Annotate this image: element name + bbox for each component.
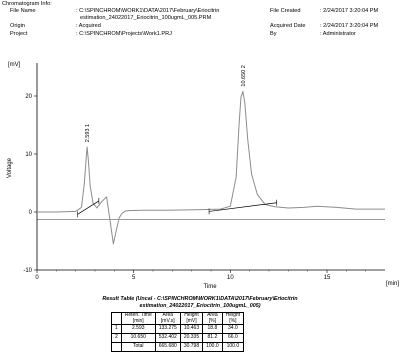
x-axis-title: Time [203,284,217,290]
result-table-title: Result Table (Uncal - C:\SPINCHROM\WORK1… [0,296,400,310]
peak-label-layer: 2.593 1 10.650 2 [85,65,247,142]
y-axis-title: Voltage [7,157,13,178]
table-cell: 10.463 [179,324,204,334]
table-cell [111,342,122,352]
table-cell: 34.0 [221,324,245,334]
x-tick-group: 0 5 10 15 [35,270,366,281]
table-cell: 2.593 [120,324,156,334]
x-tick-label: 15 [324,275,331,281]
by-value: : Administrator [320,31,356,37]
by-label: By [270,31,277,37]
x-tick-label: 0 [35,275,39,281]
header-cell: Reten. Time [min] [120,312,156,325]
table-row: 1 2.593 133.275 10.463 18.8 34.0 [111,324,245,334]
result-table: Reten. Time [min] Area [mV.s] Height [mV… [111,312,245,352]
x-tick-label: 10 [227,275,234,281]
table-row: 2 10.650 532.402 20.335 81.2 66.0 [111,333,245,343]
header-cell: Height [mV] [179,312,204,325]
table-cell: 66.0 [221,333,245,343]
table-cell: 1 [111,324,122,334]
peak-label: 2.593 1 [85,124,91,142]
peak-baseline [77,200,100,215]
header-cell: Height [%] [221,312,245,325]
table-row-total: Total 665.680 30.798 100.0 100.0 [111,342,245,352]
acquired-date-label: Acquired Date [270,23,306,29]
header-cell: Area [mV.s] [154,312,181,325]
table-cell: 100.0 [221,342,245,352]
series-layer [37,90,385,245]
table-cell: 18.8 [202,324,223,334]
file-name-label: File Name [10,8,36,14]
project-value: : C:\SPINCHROM\Projects\Work1.PRJ [76,31,172,37]
table-cell: 532.402 [154,333,181,343]
y-tick-label: 20 [25,94,32,100]
y-tick-label: 0 [29,210,33,216]
file-name-value-line2: estimation_24022017_Eriocitrin_100ugmL_0… [80,15,212,21]
table-cell: 665.680 [154,342,181,352]
chromatogram-info-title: Chromatogram Info: [2,1,52,7]
table-cell: Total [120,342,156,352]
table-cell: 133.275 [154,324,181,334]
x-unit-label: [min] [386,281,399,287]
y-tick-group: -10 0 10 20 [23,94,37,274]
result-header-row: Reten. Time [min] Area [mV.s] Height [mV… [111,312,245,325]
table-cell: 10.650 [120,333,156,343]
file-created-label: File Created [270,8,301,14]
baseline-layer [77,197,278,218]
origin-label: Origin [10,23,25,29]
acquired-date-value: : 2/24/2017 3:20:04 PM [320,23,379,29]
result-title-line1: Result Table (Uncal - C:\SPINCHROM\WORK1… [102,296,298,302]
y-unit-label: [mV] [8,62,21,68]
peak-label: 10.650 2 [241,65,247,86]
table-cell: 81.2 [202,333,223,343]
result-title-line2: estimation_24022017_Eriocitrin_100ugmL_0… [139,303,261,309]
project-label: Project [10,31,28,37]
peak-baseline [209,202,277,212]
header-cell: Area [%] [202,312,223,325]
file-created-value: : 2/24/2017 3:20:04 PM [320,8,379,14]
table-cell: 2 [111,333,122,343]
y-tick-label: 10 [25,152,32,158]
origin-value: : Acquired [76,23,101,29]
x-tick-label: 5 [132,275,136,281]
y-tick-label: -10 [23,268,32,274]
table-cell: 20.335 [179,333,204,343]
table-cell: 100.0 [202,342,223,352]
table-cell: 30.798 [179,342,204,352]
file-name-value-line1: : C:\SPINCHROM\WORK1\DATA\2017\February\… [76,8,220,14]
chromatogram-trace [37,90,385,245]
header-cell [111,312,122,325]
